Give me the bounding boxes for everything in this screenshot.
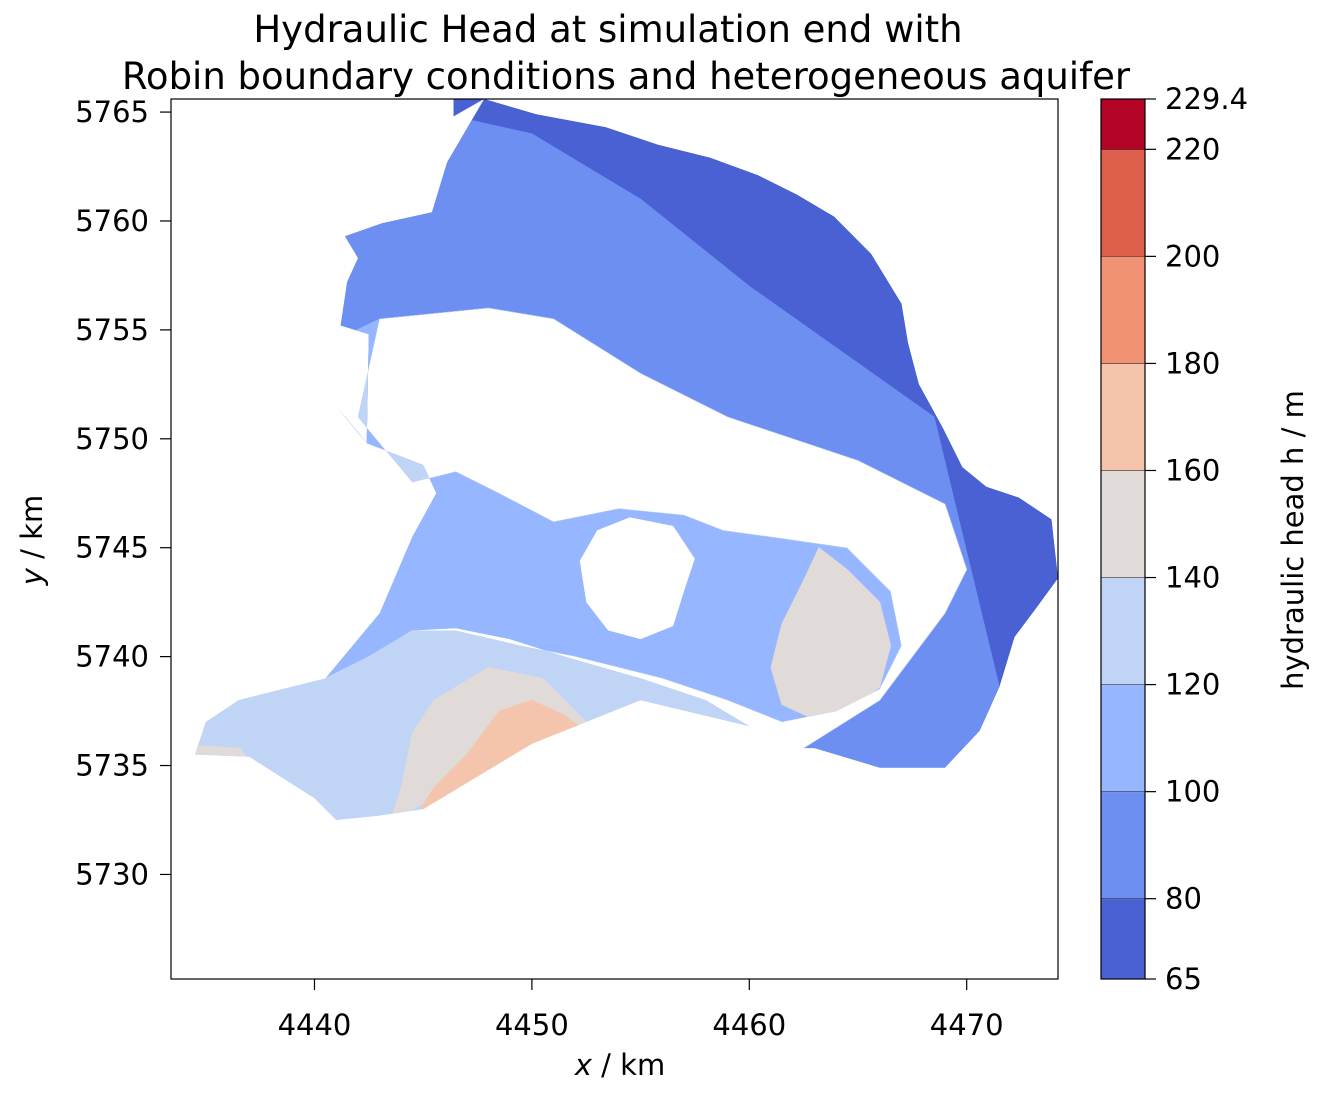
y-axis-label-var: y xyxy=(15,567,49,586)
colorbar: 65 80 100 120 140 160 180 200 220 229.4 xyxy=(1100,82,1248,996)
x-tick-label: 4460 xyxy=(712,1008,786,1042)
colorbar-swatch xyxy=(1101,363,1145,471)
colorbar-swatch xyxy=(1101,99,1145,150)
colorbar-tick-label: 140 xyxy=(1165,561,1220,595)
colorbar-tick-label: 100 xyxy=(1165,775,1220,809)
x-axis-label: x / km xyxy=(574,1048,665,1082)
x-axis-label-unit: / km xyxy=(592,1048,665,1082)
chart-title-line-1: Hydraulic Head at simulation end with xyxy=(253,8,962,51)
contour-band-8-0 xyxy=(593,896,654,961)
colorbar-tick-label: 200 xyxy=(1165,239,1220,273)
colorbar-swatch xyxy=(1101,149,1145,257)
colorbar-swatch xyxy=(1101,684,1145,793)
colorbar-swatch xyxy=(1101,256,1145,364)
y-axis-label-unit: / km xyxy=(15,495,49,568)
colorbar-swatch xyxy=(1101,577,1145,686)
contour-regions xyxy=(194,99,1058,966)
colorbar-swatch xyxy=(1101,898,1145,980)
contour-band-7-1 xyxy=(569,866,678,966)
colorbar-tick-label: 80 xyxy=(1165,882,1202,916)
x-axis: 4440 4450 4460 4470 xyxy=(278,979,1004,1042)
colorbar-tick-label: 160 xyxy=(1165,453,1220,487)
contour-band-7-0 xyxy=(493,842,539,886)
plot-area xyxy=(194,99,1058,966)
y-tick-label: 5760 xyxy=(75,204,149,238)
y-tick-label: 5755 xyxy=(75,313,149,347)
colorbar-frame xyxy=(1100,98,1146,980)
colorbar-swatch xyxy=(1101,791,1145,900)
x-axis-label-var: x xyxy=(574,1048,593,1082)
y-tick-label: 5735 xyxy=(75,749,149,783)
y-tick-label: 5765 xyxy=(75,95,149,129)
contour-domain xyxy=(194,99,1058,966)
y-tick-label: 5745 xyxy=(75,531,149,565)
colorbar-swatch xyxy=(1101,470,1145,579)
x-tick-label: 4450 xyxy=(495,1008,569,1042)
colorbar-tick-label: 65 xyxy=(1165,962,1202,996)
colorbar-tick-label: 220 xyxy=(1165,132,1220,166)
plot-frame xyxy=(170,98,1059,980)
x-tick-label: 4470 xyxy=(930,1008,1004,1042)
y-axis: 5730 5735 5740 5745 5750 5755 5760 5765 xyxy=(75,95,171,891)
colorbar-label: hydraulic head h / m xyxy=(1276,390,1310,690)
y-tick-label: 5730 xyxy=(75,857,149,891)
y-tick-label: 5750 xyxy=(75,422,149,456)
x-tick-label: 4440 xyxy=(278,1008,352,1042)
contour-band-5-1 xyxy=(555,388,650,459)
contour-band-6-0 xyxy=(426,797,689,820)
y-axis-label: y / km xyxy=(15,495,49,586)
colorbar-tick-label: 120 xyxy=(1165,668,1220,702)
chart-title-line-2: Robin boundary conditions and heterogene… xyxy=(122,55,1131,98)
y-tick-label: 5740 xyxy=(75,640,149,674)
colorbar-tick-label: 180 xyxy=(1165,346,1220,380)
colorbar-tick-label: 229.4 xyxy=(1165,82,1248,116)
